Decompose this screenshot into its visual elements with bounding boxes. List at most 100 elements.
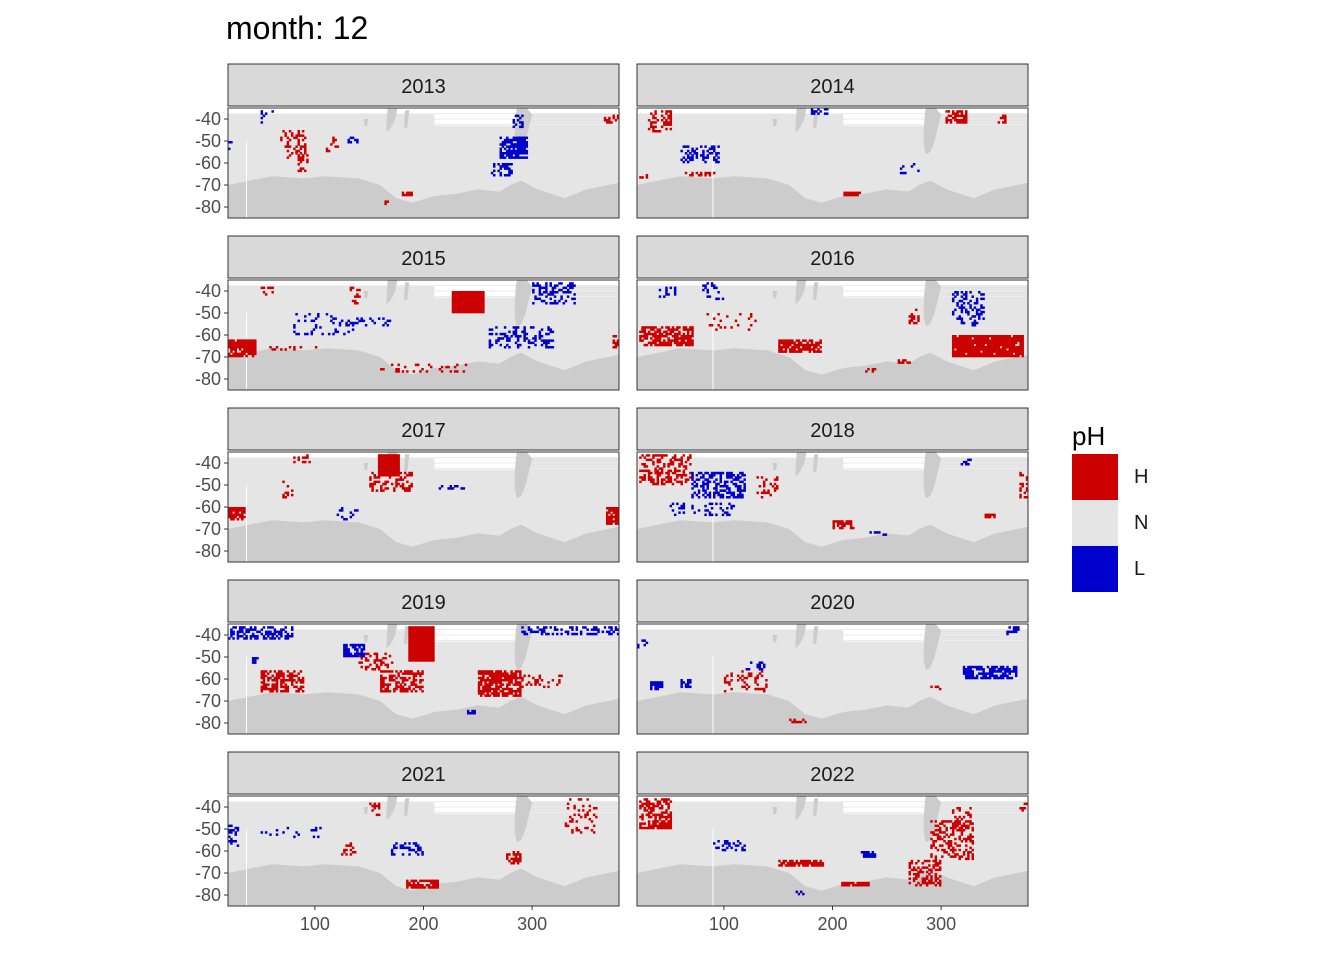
anomaly-cell-L [980, 672, 983, 675]
anomaly-cell-L [264, 112, 268, 115]
anomaly-cell-H [999, 341, 1003, 345]
anomaly-cell-L [540, 335, 544, 338]
anomaly-cell-H [962, 114, 966, 118]
anomaly-cell-L [503, 152, 507, 155]
anomaly-cell-L [706, 471, 709, 475]
anomaly-cell-H [497, 674, 500, 678]
anomaly-cell-H [393, 458, 396, 462]
anomaly-cell-L [275, 635, 279, 638]
anomaly-cell-H [469, 310, 472, 314]
anomaly-cell-L [438, 487, 442, 490]
anomaly-cell-H [490, 681, 494, 684]
anomaly-cell-H [654, 335, 657, 338]
anomaly-cell-H [669, 822, 673, 825]
anomaly-cell-L [867, 855, 870, 858]
anomaly-cell-H [458, 306, 461, 309]
anomaly-cell-H [423, 632, 426, 636]
anomaly-cell-L [823, 112, 827, 115]
anomaly-cell-H [490, 676, 494, 680]
anomaly-cell-H [956, 339, 959, 342]
anomaly-cell-H [784, 346, 788, 349]
anomaly-cell-L [284, 626, 287, 629]
anomaly-cell-H [282, 493, 285, 497]
anomaly-cell-H [236, 343, 240, 347]
anomaly-cell-H [689, 174, 692, 177]
anomaly-cell-H [560, 674, 563, 678]
anomaly-cell-H [956, 820, 959, 823]
anomaly-cell-H [477, 670, 481, 673]
anomaly-cell-H [247, 339, 251, 342]
anomaly-cell-H [658, 339, 662, 342]
anomaly-cell-L [353, 643, 357, 647]
anomaly-cell-H [477, 299, 481, 303]
anomaly-cell-L [717, 160, 720, 164]
anomaly-cell-L [343, 646, 346, 649]
anomaly-cell-H [654, 471, 657, 475]
anomaly-cell-H [610, 513, 613, 517]
anomaly-cell-H [408, 628, 411, 631]
legend-label-normal: N [1134, 511, 1149, 534]
anomaly-cell-L [713, 493, 716, 497]
anomaly-cell-H [921, 866, 925, 869]
anomaly-cell-H [456, 370, 459, 373]
anomaly-cell-L [232, 626, 235, 629]
anomaly-cell-H [691, 332, 694, 336]
anomaly-cell-H [745, 676, 749, 680]
anomaly-cell-H [267, 679, 270, 682]
anomaly-cell-L [702, 482, 705, 486]
anomaly-cell-H [925, 881, 929, 885]
anomaly-cell-H [671, 326, 675, 329]
anomaly-cell-H [538, 674, 542, 678]
anomaly-cell-L [682, 681, 686, 684]
anomaly-cell-H [951, 833, 955, 836]
anomaly-cell-H [608, 520, 611, 523]
anomaly-cell-H [960, 855, 964, 858]
anomaly-cell-H [538, 683, 542, 686]
anomaly-cell-L [506, 339, 509, 342]
anomaly-cell-H [390, 676, 394, 680]
anomaly-cell-H [660, 815, 664, 819]
anomaly-cell-L [743, 474, 746, 477]
anomaly-cell-H [680, 339, 683, 342]
anomaly-cell-H [377, 665, 381, 669]
anomaly-cell-H [232, 339, 235, 342]
anomaly-cell-H [754, 679, 757, 682]
anomaly-cell-H [479, 310, 483, 314]
anomaly-cell-L [660, 681, 664, 684]
anomaly-cell-H [349, 844, 353, 847]
anomaly-cell-L [545, 282, 548, 285]
anomaly-cell-H [936, 864, 940, 867]
anomaly-cell-L [549, 293, 552, 296]
anomaly-cell-H [1019, 487, 1022, 490]
anomaly-cell-L [338, 509, 342, 512]
anomaly-cell-H [401, 676, 405, 680]
anomaly-cell-H [932, 859, 935, 863]
anomaly-cell-L [553, 302, 557, 305]
anomaly-cell-H [466, 297, 470, 301]
anomaly-cell-L [699, 154, 703, 157]
anomaly-cell-H [260, 674, 264, 678]
anomaly-cell-H [388, 670, 392, 673]
anomaly-cell-L [671, 502, 675, 506]
anomaly-cell-H [678, 480, 681, 484]
anomaly-cell-H [795, 350, 799, 353]
anomaly-cell-L [549, 626, 552, 629]
anomaly-cell-H [639, 456, 642, 459]
anomaly-cell-L [516, 141, 520, 144]
anomaly-cell-H [663, 820, 666, 823]
anomaly-cell-H [358, 661, 361, 664]
anomaly-cell-H [699, 174, 703, 177]
anomaly-cell-H [988, 515, 992, 519]
anomaly-cell-H [665, 326, 668, 329]
anomaly-cell-H [658, 337, 662, 340]
anomaly-cell-L [650, 683, 653, 686]
anomaly-cell-L [865, 855, 868, 858]
anomaly-cell-H [1012, 348, 1016, 351]
anomaly-cell-H [934, 877, 938, 880]
anomaly-cell-H [358, 295, 361, 298]
anomaly-cell-H [980, 337, 983, 340]
anomaly-cell-H [293, 147, 296, 151]
anomaly-cell-H [902, 359, 905, 362]
anomaly-cell-H [932, 831, 935, 834]
anomaly-cell-L [745, 668, 749, 671]
